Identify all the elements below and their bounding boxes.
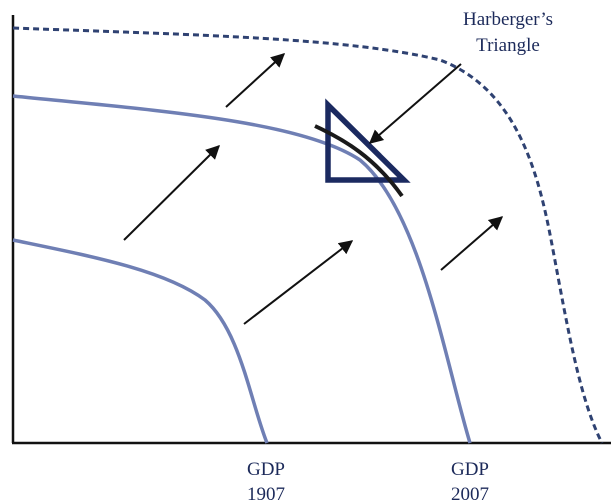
- annotation-label-line1: Harberger’s: [463, 9, 553, 30]
- x-label-gdp-2007-line1: GDP: [451, 459, 489, 480]
- shift-arrow: [440, 216, 504, 271]
- shift-arrow: [123, 145, 220, 241]
- shift-arrow: [225, 53, 286, 108]
- ppf-1907-curve: [12, 238, 269, 444]
- ppf-potential-dashed-curve: [12, 26, 604, 444]
- x-label-gdp-1907-line2: 1907: [247, 484, 285, 502]
- annotation-label-line2: Triangle: [476, 35, 540, 56]
- harberger-triangle: [325, 98, 411, 183]
- tangent-curve: [314, 124, 404, 198]
- annotation-pointer-arrow: [368, 63, 462, 144]
- ppf-2007-curve: [12, 94, 472, 444]
- shift-arrow: [243, 240, 354, 325]
- x-label-gdp-1907-line1: GDP: [247, 459, 285, 480]
- x-label-gdp-2007-line2: 2007: [451, 484, 489, 502]
